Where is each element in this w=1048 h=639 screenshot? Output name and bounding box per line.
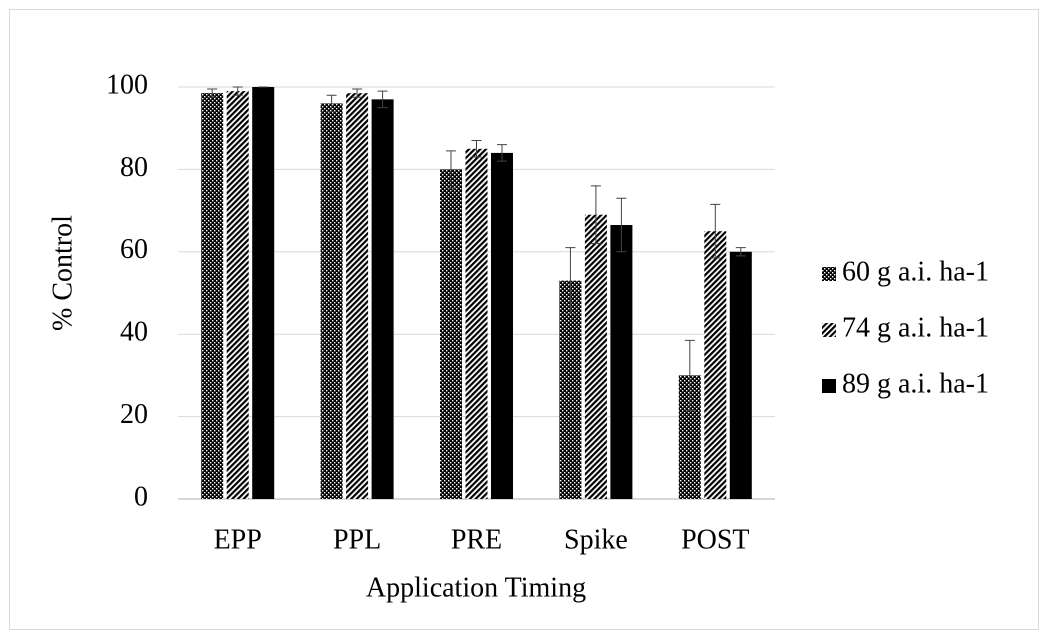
error-bar xyxy=(565,247,576,315)
x-tick-label: POST xyxy=(681,524,749,555)
bar xyxy=(491,152,513,500)
legend-marker xyxy=(822,323,836,337)
y-tick-label: 0 xyxy=(134,481,148,512)
y-tick-label: 40 xyxy=(120,317,148,348)
bar xyxy=(704,231,727,499)
error-bar xyxy=(590,185,601,245)
bar xyxy=(440,169,462,499)
error-bar xyxy=(232,86,243,96)
error-bar xyxy=(735,247,746,257)
x-tick-label: PPL xyxy=(333,524,381,555)
bar xyxy=(559,280,582,499)
y-axis-title: % Control xyxy=(47,215,78,331)
bar xyxy=(346,93,369,500)
bar xyxy=(252,87,275,499)
error-bar xyxy=(377,90,388,109)
x-tick-label: PRE xyxy=(451,524,502,555)
bar xyxy=(201,93,224,500)
error-bar xyxy=(207,88,218,98)
x-tick-label: EPP xyxy=(214,524,262,555)
error-bar xyxy=(326,94,337,113)
legend-marker xyxy=(822,267,836,281)
error-bar xyxy=(497,144,507,162)
chart-border xyxy=(9,9,1039,630)
error-bar xyxy=(471,140,482,158)
y-tick-label: 100 xyxy=(106,69,148,100)
legend-label: 89 g a.i. ha-1 xyxy=(842,368,989,399)
bar xyxy=(584,214,607,499)
bar xyxy=(320,103,343,499)
y-tick-label: 20 xyxy=(120,399,148,430)
bar xyxy=(465,148,488,500)
bar xyxy=(226,91,249,500)
y-tick-label: 60 xyxy=(120,234,148,265)
error-bar xyxy=(710,203,721,259)
x-tick-label: Spike xyxy=(564,524,628,555)
bar xyxy=(678,375,701,499)
bar xyxy=(610,225,633,499)
legend-label: 74 g a.i. ha-1 xyxy=(842,312,989,343)
error-bar xyxy=(352,88,363,98)
y-tick-label: 80 xyxy=(120,152,148,183)
error-bar xyxy=(616,197,627,253)
bar xyxy=(371,99,394,500)
error-bar xyxy=(446,150,456,189)
legend-label: 60 g a.i. ha-1 xyxy=(842,256,989,287)
error-bar xyxy=(684,339,695,411)
x-axis-title: Application Timing xyxy=(366,572,586,603)
legend-marker xyxy=(822,379,836,393)
bar xyxy=(729,251,752,499)
